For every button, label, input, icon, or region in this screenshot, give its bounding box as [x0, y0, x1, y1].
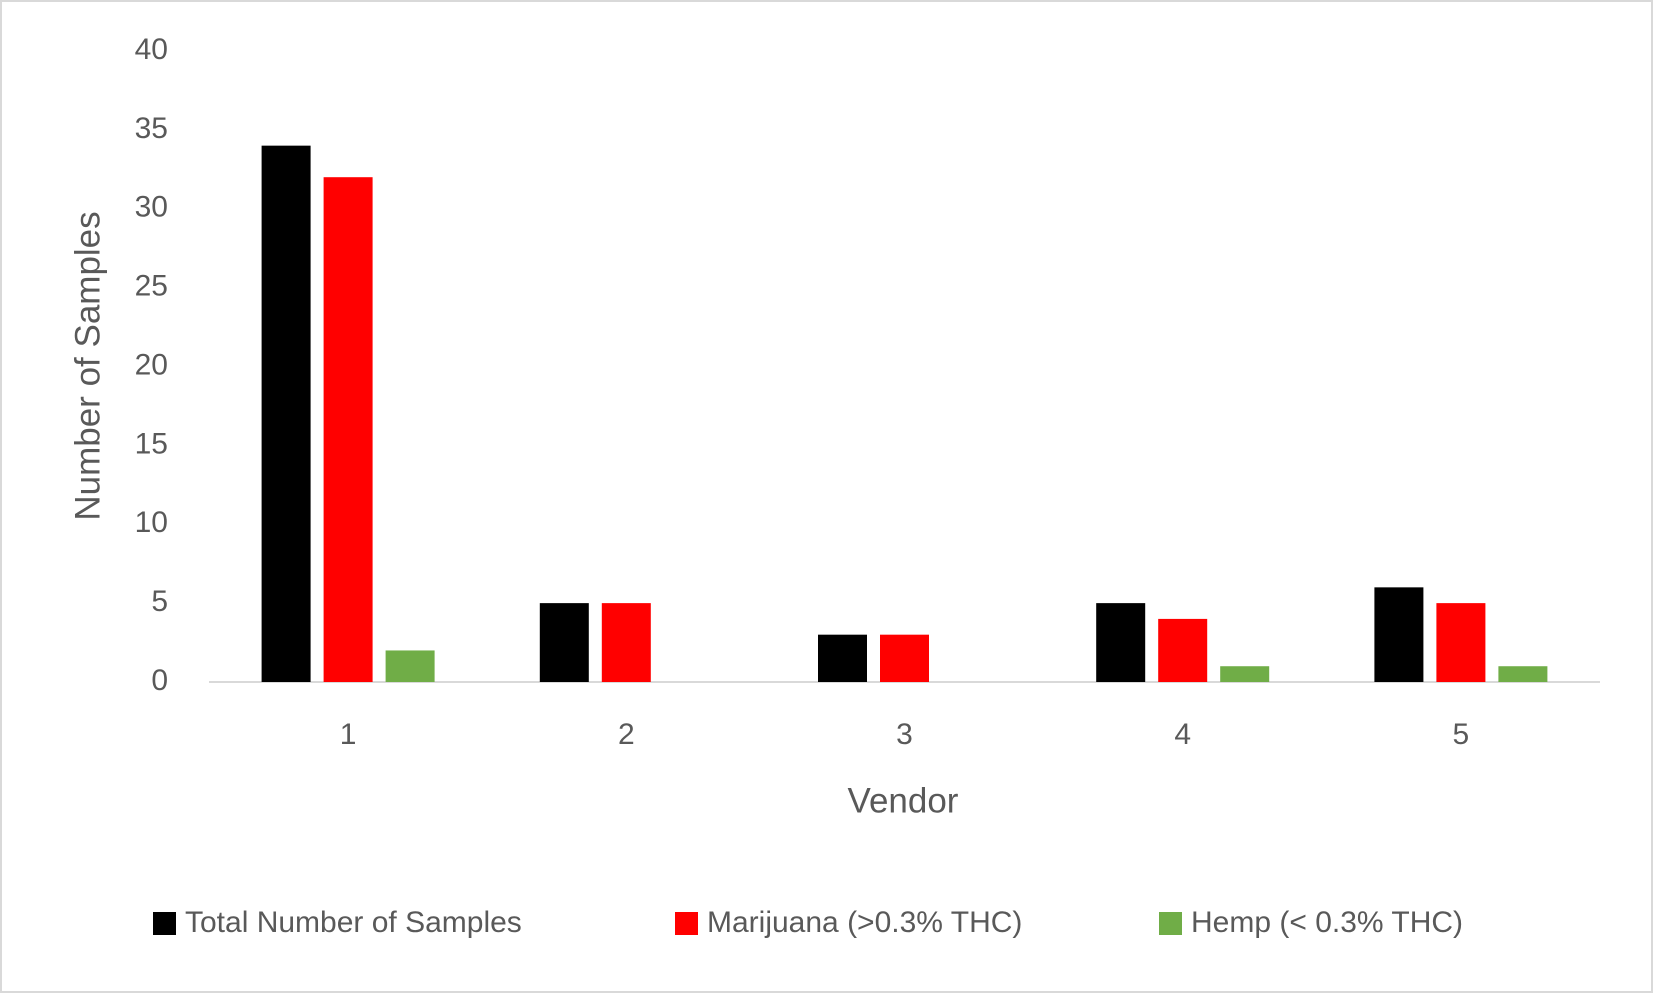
x-tick-label: 2 — [618, 718, 635, 751]
x-axis-title: Vendor — [848, 781, 959, 820]
bar — [1498, 666, 1548, 682]
y-tick-label: 25 — [135, 270, 168, 303]
bar — [1374, 587, 1424, 682]
y-tick-label: 10 — [135, 506, 168, 539]
bar — [818, 634, 867, 682]
y-tick-label: 0 — [151, 664, 168, 697]
x-tick-label: 1 — [340, 718, 357, 751]
legend-label: Total Number of Samples — [185, 906, 522, 939]
legend-swatch — [675, 912, 698, 935]
y-tick-label: 35 — [135, 112, 168, 145]
legend-label: Marijuana (>0.3% THC) — [707, 906, 1022, 939]
y-tick-label: 5 — [151, 585, 168, 618]
bar — [1436, 603, 1486, 682]
bar — [1096, 603, 1146, 682]
legend-label: Hemp (< 0.3% THC) — [1191, 906, 1463, 939]
y-axis-title: Number of Samples — [68, 211, 107, 520]
bar — [1220, 666, 1270, 682]
y-tick-label: 20 — [135, 348, 168, 381]
bar — [539, 603, 589, 682]
legend-swatch — [1159, 912, 1182, 935]
y-tick-label: 40 — [135, 33, 168, 66]
legend-swatch — [153, 912, 176, 935]
bar — [261, 145, 311, 682]
x-tick-label: 3 — [896, 718, 913, 751]
bar — [880, 634, 929, 682]
bar — [1158, 618, 1208, 682]
y-tick-label: 15 — [135, 427, 168, 460]
x-tick-label: 4 — [1174, 718, 1191, 751]
bar — [601, 603, 651, 682]
bar — [385, 650, 435, 682]
bar — [323, 177, 373, 682]
x-tick-label: 5 — [1453, 718, 1470, 751]
y-tick-label: 30 — [135, 191, 168, 224]
